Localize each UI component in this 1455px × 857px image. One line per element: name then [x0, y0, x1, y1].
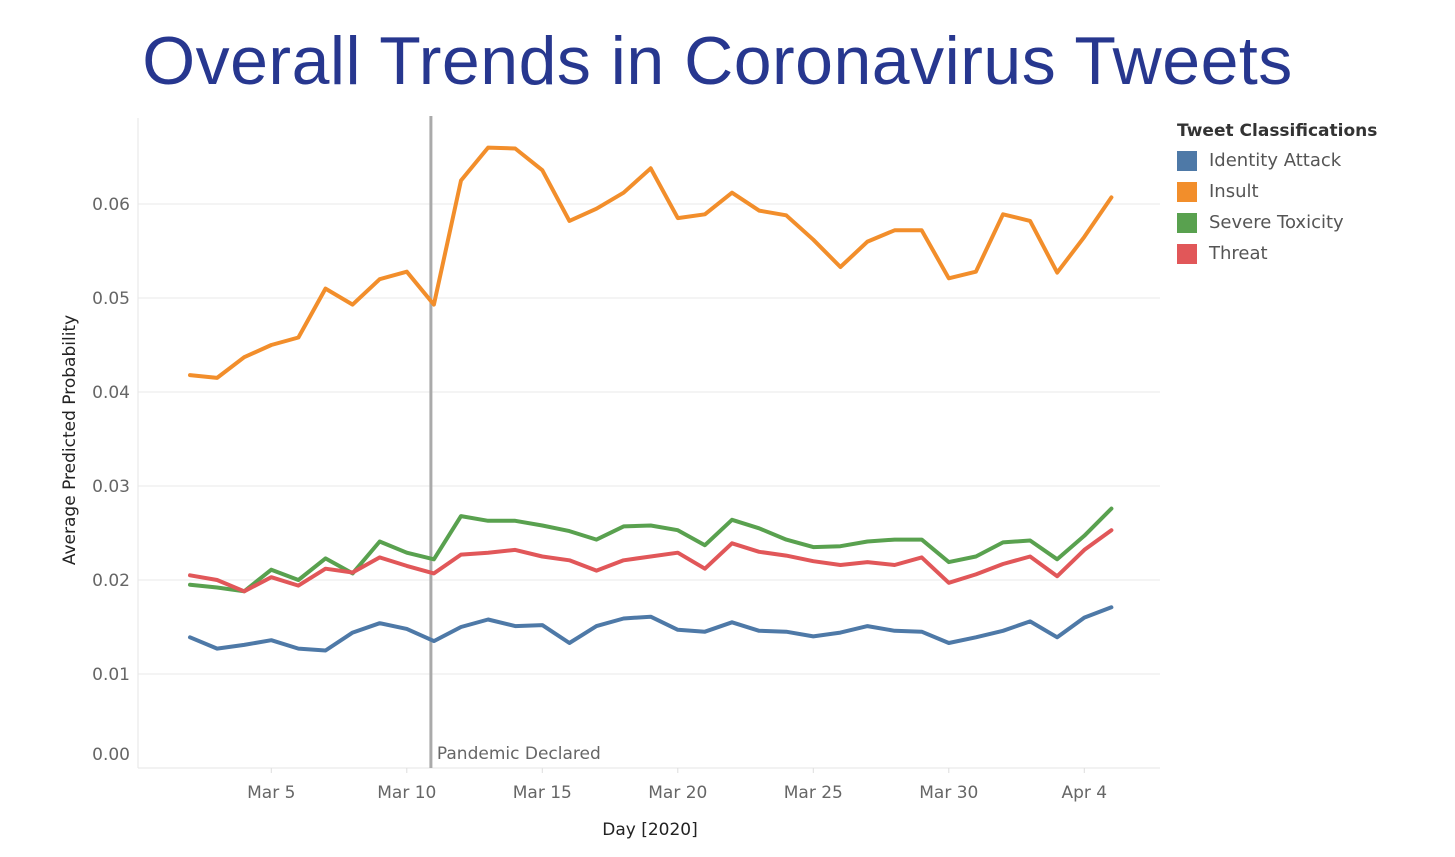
legend-items: Identity Attack Insult Severe Toxicity Thre…	[1177, 145, 1377, 269]
legend-swatch	[1177, 243, 1197, 264]
x-tick-label: Mar 25	[784, 783, 843, 803]
chart-title: Overall Trends in Coronavirus Tweets	[142, 23, 1293, 99]
y-tick-label: 0.02	[92, 571, 130, 591]
reference-line-label: Pandemic Declared	[437, 744, 601, 764]
legend-item-threat[interactable]: Threat	[1177, 238, 1377, 269]
x-tick-label: Mar 15	[513, 783, 572, 803]
reference-layer: Pandemic Declared	[429, 116, 601, 768]
legend-label: Severe Toxicity	[1209, 212, 1344, 233]
y-axis-label: Average Predicted Probability	[60, 315, 80, 565]
x-tick-label: Apr 4	[1061, 783, 1107, 803]
legend-label: Threat	[1209, 243, 1268, 264]
x-axis-label: Day [2020]	[602, 820, 698, 840]
legend-label: Insult	[1209, 181, 1259, 202]
y-tick-label: 0.01	[92, 665, 130, 685]
axis-layer: 0.00 0.01 0.02 0.03 0.04 0.05 0.06 Mar 5 Mar 10 M…	[92, 118, 1160, 803]
legend: Tweet Classifications Identity Attack Ins…	[1177, 121, 1377, 269]
y-tick-label: 0.04	[92, 383, 130, 403]
series-layer	[188, 145, 1114, 653]
x-tick-label: Mar 20	[648, 783, 707, 803]
legend-label: Identity Attack	[1209, 150, 1342, 171]
x-tick-label: Mar 30	[919, 783, 978, 803]
series-line-threat	[188, 528, 1114, 594]
legend-item-identity-attack[interactable]: Identity Attack	[1177, 145, 1377, 176]
y-tick-label: 0.00	[92, 745, 130, 765]
grid-layer	[138, 203, 1160, 675]
legend-item-severe-toxicity[interactable]: Severe Toxicity	[1177, 207, 1377, 238]
legend-item-insult[interactable]: Insult	[1177, 176, 1377, 207]
y-tick-label: 0.05	[92, 289, 130, 309]
legend-swatch	[1177, 212, 1197, 233]
legend-swatch	[1177, 150, 1197, 171]
legend-title: Tweet Classifications	[1177, 121, 1378, 141]
x-tick-label: Mar 5	[247, 783, 295, 803]
y-tick-label: 0.03	[92, 477, 130, 497]
x-tick-label: Mar 10	[377, 783, 436, 803]
y-tick-label: 0.06	[92, 195, 130, 215]
legend-swatch	[1177, 181, 1197, 202]
series-line-severe-toxicity	[188, 506, 1114, 594]
series-line-insult	[188, 145, 1114, 380]
series-line-identity-attack	[188, 605, 1114, 653]
